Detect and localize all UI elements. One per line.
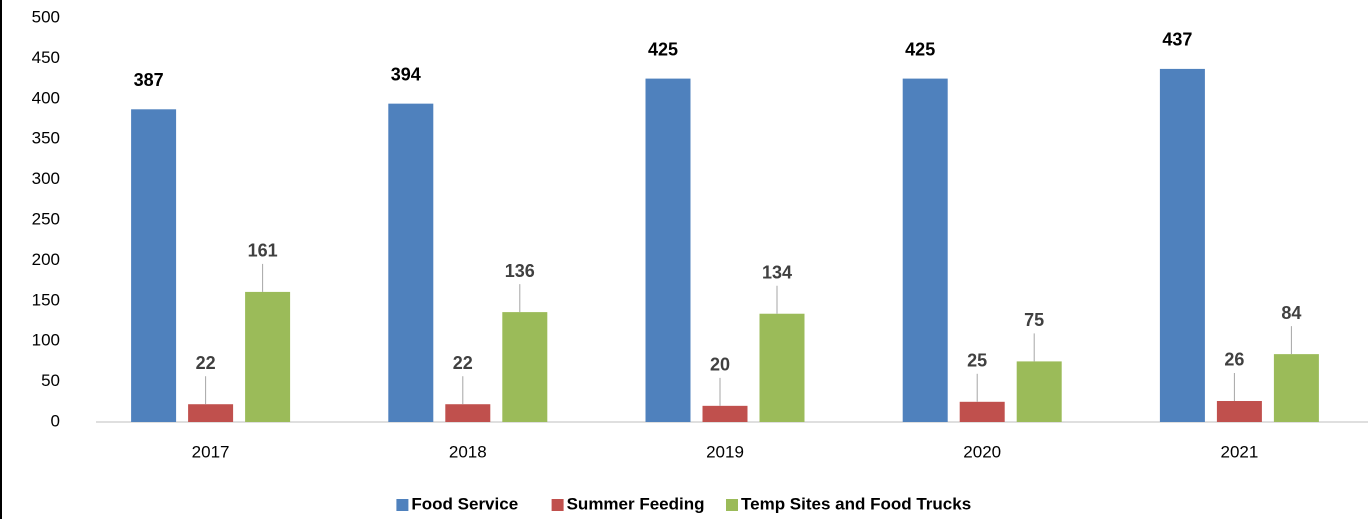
x-tick-label: 2020 [963, 442, 1001, 461]
bar [502, 312, 548, 422]
value-label: 26 [1224, 350, 1244, 370]
legend-swatch [726, 499, 738, 511]
value-label: 22 [196, 353, 216, 373]
legend-label: Summer Feeding [567, 494, 705, 513]
value-label: 25 [967, 351, 987, 371]
bar [959, 401, 1005, 422]
bar [1016, 361, 1062, 422]
x-tick-label: 2021 [1220, 442, 1258, 461]
x-tick-label: 2018 [449, 442, 487, 461]
y-tick-label: 150 [32, 290, 60, 309]
y-tick-label: 300 [32, 169, 60, 188]
y-tick-label: 250 [32, 209, 60, 228]
y-tick-label: 500 [32, 7, 60, 26]
bar [1273, 354, 1319, 422]
legend-label: Temp Sites and Food Trucks [741, 494, 971, 513]
value-label: 84 [1281, 303, 1301, 323]
y-tick-label: 50 [41, 371, 60, 390]
value-label: 20 [710, 355, 730, 375]
legend-swatch [396, 499, 409, 511]
bar [445, 404, 491, 422]
y-tick-label: 350 [32, 129, 60, 148]
x-tick-label: 2017 [192, 442, 230, 461]
y-tick-label: 200 [32, 250, 60, 269]
bar [1216, 400, 1262, 422]
value-label: 387 [134, 70, 164, 90]
bar [702, 405, 748, 422]
y-tick-label: 400 [32, 88, 60, 107]
value-label: 134 [762, 262, 792, 282]
y-tick-label: 0 [51, 411, 60, 430]
value-label: 161 [248, 241, 278, 261]
value-label: 75 [1024, 310, 1044, 330]
value-label: 425 [905, 39, 935, 59]
value-label: 136 [505, 261, 535, 281]
value-label: 425 [648, 39, 678, 59]
value-label: 22 [453, 353, 473, 373]
bar [388, 103, 434, 422]
bar [245, 291, 291, 422]
bar [759, 313, 805, 422]
bar [188, 404, 234, 422]
y-tick-label: 100 [32, 331, 60, 350]
legend-label: Food Service [411, 494, 518, 513]
value-label: 437 [1162, 30, 1192, 50]
x-tick-label: 2019 [706, 442, 744, 461]
value-label: 394 [391, 64, 421, 84]
legend-swatch [551, 499, 564, 511]
bar [1159, 68, 1205, 423]
bar [131, 109, 177, 422]
bar [902, 78, 948, 422]
y-tick-label: 450 [32, 48, 60, 67]
bar [645, 78, 691, 422]
